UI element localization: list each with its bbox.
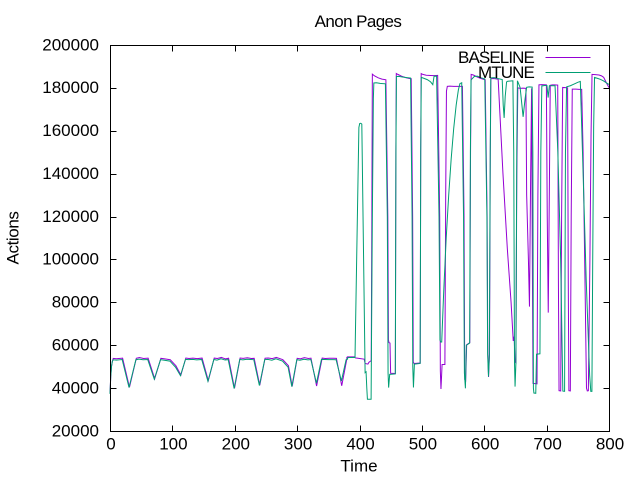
svg-text:500: 500 [409,435,437,454]
svg-text:120000: 120000 [42,207,99,226]
svg-text:140000: 140000 [42,164,99,183]
svg-text:100: 100 [159,435,187,454]
svg-text:300: 300 [284,435,312,454]
svg-text:600: 600 [471,435,499,454]
svg-text:MTUNE: MTUNE [478,63,534,82]
svg-text:40000: 40000 [52,378,99,397]
svg-text:80000: 80000 [52,293,99,312]
svg-text:60000: 60000 [52,336,99,355]
svg-text:400: 400 [346,435,374,454]
svg-text:Time: Time [340,457,377,476]
svg-text:Actions: Actions [4,212,23,265]
svg-text:200000: 200000 [42,35,99,54]
svg-text:0: 0 [106,435,115,454]
svg-text:800: 800 [596,435,624,454]
svg-text:100000: 100000 [42,250,99,269]
svg-text:160000: 160000 [42,121,99,140]
svg-text:700: 700 [533,435,561,454]
svg-text:180000: 180000 [42,78,99,97]
svg-text:200: 200 [222,435,250,454]
svg-text:20000: 20000 [52,421,99,440]
svg-text:Anon Pages: Anon Pages [315,12,402,31]
svg-text:BASELINE: BASELINE [458,48,535,67]
